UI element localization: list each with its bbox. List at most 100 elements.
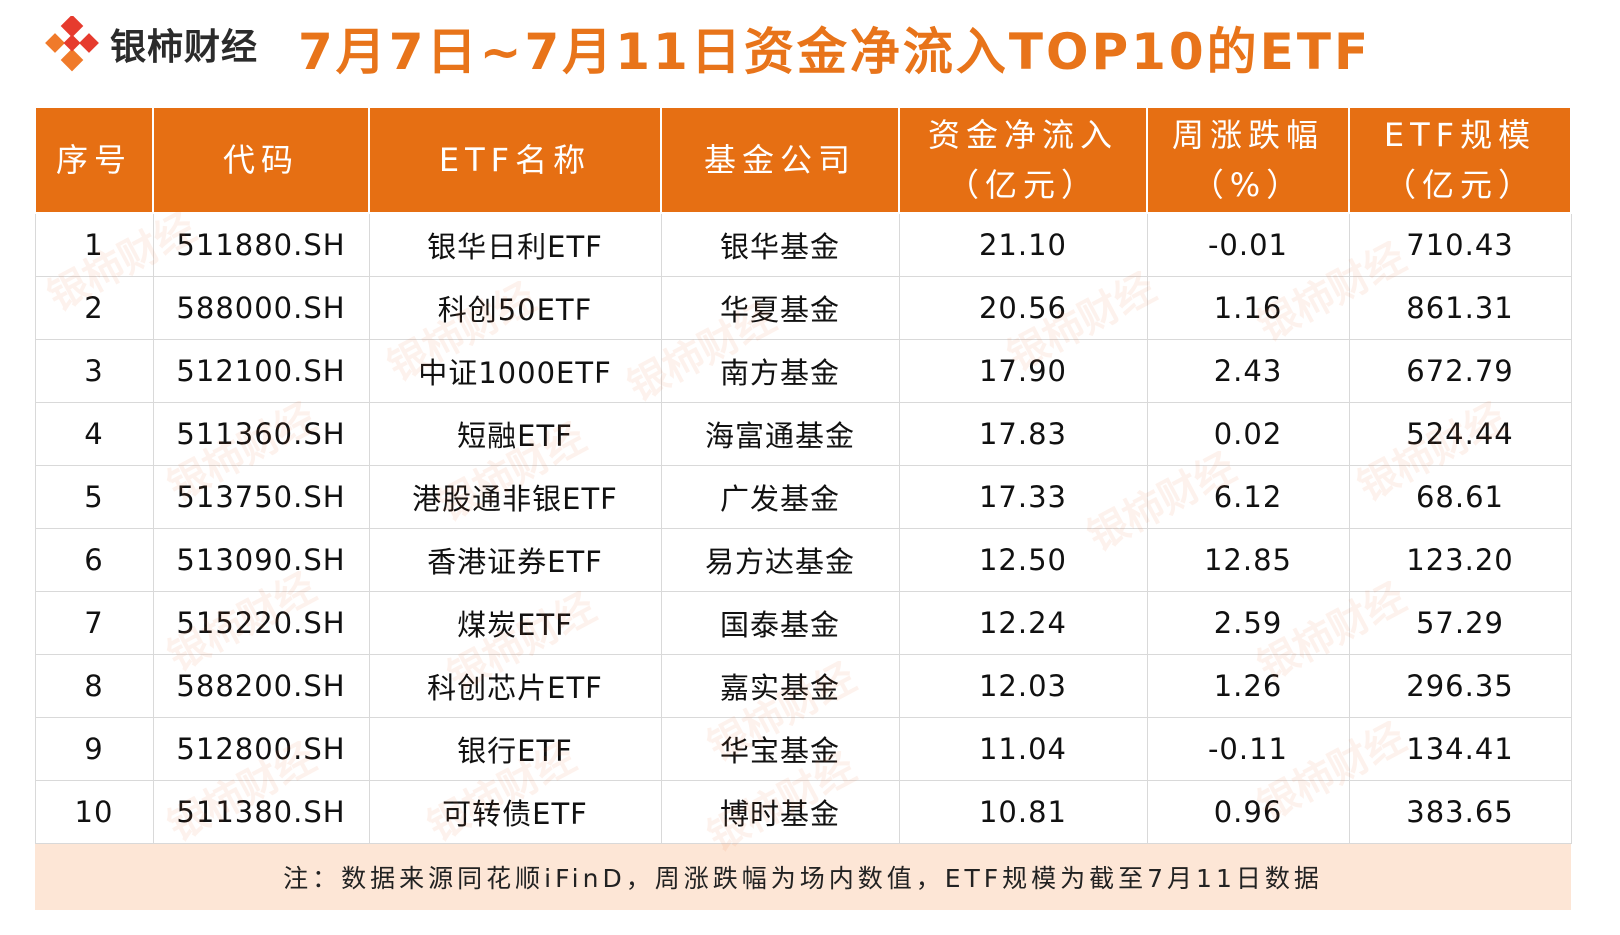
etf-size-cell: 672.79 <box>1348 338 1572 403</box>
weekly-change-cell: 2.43 <box>1146 338 1350 403</box>
code-cell: 515220.SH <box>152 590 370 655</box>
column-header: 周涨跌幅 （%） <box>1146 106 1350 214</box>
column-header: 资金净流入 （亿元） <box>898 106 1148 214</box>
weekly-change-cell: 0.02 <box>1146 401 1350 466</box>
etf-name-cell: 煤炭ETF <box>368 590 662 655</box>
net-inflow-cell: 20.56 <box>898 275 1148 340</box>
net-inflow-cell: 21.10 <box>898 212 1148 277</box>
brand-name: 银柿财经 <box>110 27 259 68</box>
etf-size-cell: 123.20 <box>1348 527 1572 592</box>
column-header-label: 周涨跌幅 <box>1171 116 1324 154</box>
etf-table: 序号 代码 ETF名称 基金公司 资金净流入 （亿元） 周涨跌幅 （%） ETF规模 （亿元） 1… <box>34 106 1572 910</box>
etf-name-cell: 科创芯片ETF <box>368 653 662 718</box>
weekly-change-cell: -0.01 <box>1146 212 1350 277</box>
column-header: ETF名称 <box>368 106 662 214</box>
net-inflow-cell: 17.83 <box>898 401 1148 466</box>
etf-size-cell: 861.31 <box>1348 275 1572 340</box>
fund-company-cell: 华夏基金 <box>660 275 900 340</box>
code-cell: 512800.SH <box>152 716 370 781</box>
table-row: 8 588200.SH 科创芯片ETF 嘉实基金 12.03 1.26 296.35 <box>34 653 1572 718</box>
code-cell: 512100.SH <box>152 338 370 403</box>
table-body: 1 511880.SH 银华日利ETF 银华基金 21.10 -0.01 710.43 2 58… <box>34 212 1572 910</box>
fund-company-cell: 海富通基金 <box>660 401 900 466</box>
table-row: 4 511360.SH 短融ETF 海富通基金 17.83 0.02 524.44 <box>34 401 1572 466</box>
note-row: 注：数据来源同花顺iFinD，周涨跌幅为场内数值，ETF规模为截至7月11日数据 <box>35 843 1571 910</box>
column-header-label: 序号 <box>55 141 132 179</box>
fund-company-cell: 华宝基金 <box>660 716 900 781</box>
fund-company-cell: 嘉实基金 <box>660 653 900 718</box>
table-row: 3 512100.SH 中证1000ETF 南方基金 17.90 2.43 672.79 <box>34 338 1572 403</box>
column-header-label: ETF规模 <box>1383 116 1537 154</box>
rank-cell: 9 <box>34 716 154 781</box>
weekly-change-cell: 0.96 <box>1146 779 1350 844</box>
rank-cell: 1 <box>34 212 154 277</box>
fund-company-cell: 博时基金 <box>660 779 900 844</box>
column-header: 序号 <box>34 106 154 214</box>
column-header-label: 代码 <box>222 141 299 179</box>
etf-size-cell: 57.29 <box>1348 590 1572 655</box>
code-cell: 511360.SH <box>152 401 370 466</box>
logo-mark-icon <box>45 16 99 72</box>
etf-name-cell: 中证1000ETF <box>368 338 662 403</box>
rank-cell: 7 <box>34 590 154 655</box>
column-header: 代码 <box>152 106 370 214</box>
net-inflow-cell: 17.90 <box>898 338 1148 403</box>
weekly-change-cell: -0.11 <box>1146 716 1350 781</box>
column-header-unit: （亿元） <box>946 166 1099 204</box>
etf-name-cell: 银华日利ETF <box>368 212 662 277</box>
etf-size-cell: 134.41 <box>1348 716 1572 781</box>
rank-cell: 6 <box>34 527 154 592</box>
etf-size-cell: 524.44 <box>1348 401 1572 466</box>
weekly-change-cell: 1.26 <box>1146 653 1350 718</box>
column-header-unit: （%） <box>1191 166 1305 204</box>
page-title: 7月7日~7月11日资金净流入TOP10的ETF <box>298 23 1372 81</box>
net-inflow-cell: 11.04 <box>898 716 1148 781</box>
code-cell: 511380.SH <box>152 779 370 844</box>
etf-size-cell: 296.35 <box>1348 653 1572 718</box>
net-inflow-cell: 12.50 <box>898 527 1148 592</box>
table-row: 7 515220.SH 煤炭ETF 国泰基金 12.24 2.59 57.29 <box>34 590 1572 655</box>
rank-cell: 2 <box>34 275 154 340</box>
rank-cell: 4 <box>34 401 154 466</box>
etf-name-cell: 香港证券ETF <box>368 527 662 592</box>
fund-company-cell: 南方基金 <box>660 338 900 403</box>
code-cell: 513750.SH <box>152 464 370 529</box>
net-inflow-cell: 17.33 <box>898 464 1148 529</box>
table-row: 9 512800.SH 银行ETF 华宝基金 11.04 -0.11 134.41 <box>34 716 1572 781</box>
net-inflow-cell: 10.81 <box>898 779 1148 844</box>
table-row: 2 588000.SH 科创50ETF 华夏基金 20.56 1.16 861.31 <box>34 275 1572 340</box>
etf-size-cell: 383.65 <box>1348 779 1572 844</box>
fund-company-cell: 银华基金 <box>660 212 900 277</box>
rank-cell: 3 <box>34 338 154 403</box>
code-cell: 511880.SH <box>152 212 370 277</box>
rank-cell: 10 <box>34 779 154 844</box>
header: 银柿财经 7月7日~7月11日资金净流入TOP10的ETF <box>0 0 1620 100</box>
weekly-change-cell: 6.12 <box>1146 464 1350 529</box>
weekly-change-cell: 12.85 <box>1146 527 1350 592</box>
etf-name-cell: 短融ETF <box>368 401 662 466</box>
brand-logo: 银柿财经 <box>44 14 258 74</box>
etf-name-cell: 科创50ETF <box>368 275 662 340</box>
etf-size-cell: 68.61 <box>1348 464 1572 529</box>
etf-size-cell: 710.43 <box>1348 212 1572 277</box>
net-inflow-cell: 12.24 <box>898 590 1148 655</box>
fund-company-cell: 广发基金 <box>660 464 900 529</box>
weekly-change-cell: 2.59 <box>1146 590 1350 655</box>
column-header: ETF规模 （亿元） <box>1348 106 1572 214</box>
etf-name-cell: 可转债ETF <box>368 779 662 844</box>
weekly-change-cell: 1.16 <box>1146 275 1350 340</box>
column-header-label: 基金公司 <box>703 141 856 179</box>
code-cell: 588200.SH <box>152 653 370 718</box>
column-header: 基金公司 <box>660 106 900 214</box>
code-cell: 588000.SH <box>152 275 370 340</box>
net-inflow-cell: 12.03 <box>898 653 1148 718</box>
rank-cell: 8 <box>34 653 154 718</box>
fund-company-cell: 易方达基金 <box>660 527 900 592</box>
column-header-label: 资金净流入 <box>927 116 1118 154</box>
etf-name-cell: 港股通非银ETF <box>368 464 662 529</box>
column-header-unit: （亿元） <box>1383 166 1536 204</box>
source-note: 注：数据来源同花顺iFinD，周涨跌幅为场内数值，ETF规模为截至7月11日数据 <box>35 843 1571 910</box>
rank-cell: 5 <box>34 464 154 529</box>
etf-name-cell: 银行ETF <box>368 716 662 781</box>
table-row: 6 513090.SH 香港证券ETF 易方达基金 12.50 12.85 123.20 <box>34 527 1572 592</box>
